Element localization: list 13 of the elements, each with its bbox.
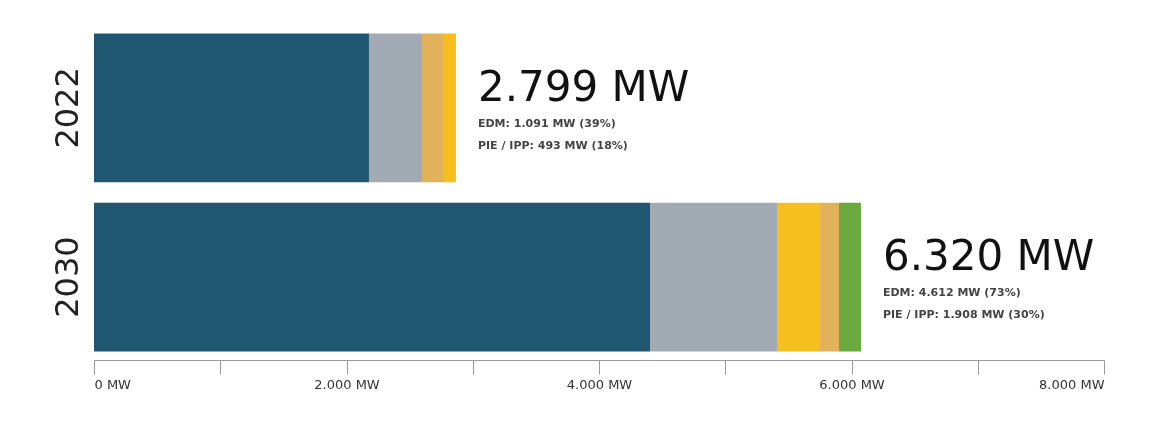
y-tick-label: 2022 [47, 67, 86, 149]
x-tick-label: 4.000 MW [566, 376, 633, 392]
annotation: PIE / IPP: 493 MW (18%) [477, 138, 628, 152]
annotation: EDM: 4.612 MW (73%) [882, 286, 1021, 300]
annotation: EDM: 1.091 MW (39%) [477, 116, 616, 130]
annotation: 2.799 MW [477, 61, 690, 111]
y-tick-label: 2030 [47, 236, 86, 318]
x-tick-label: 6.000 MW [819, 376, 885, 392]
annotation: PIE / IPP: 1.908 MW (30%) [882, 308, 1045, 322]
x-tick-label: 0 MW [94, 376, 132, 392]
x-tick-label: 8.000 MW [1039, 376, 1105, 392]
x-tick-label: 2.000 MW [314, 376, 380, 392]
annotation: 6.320 MW [882, 231, 1095, 281]
